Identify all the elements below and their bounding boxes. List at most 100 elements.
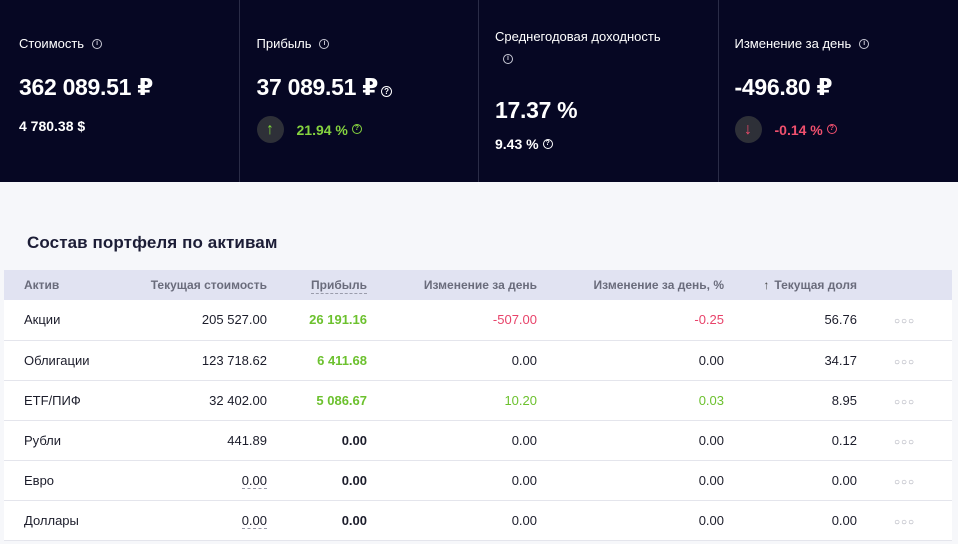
stat-value-annual-yield: 17.37 % [495, 97, 578, 123]
info-icon[interactable]: i [319, 38, 330, 49]
table-row[interactable]: Акции 205 527.00 26 191.16 -507.00 -0.25 56.7… [4, 300, 952, 341]
info-icon[interactable]: i [859, 38, 870, 49]
cell-change-pct: 0.00 [537, 420, 724, 461]
table-row[interactable]: Доллары 0.00 0.00 0.00 0.00 0.00 ○○○ [4, 500, 952, 541]
more-dots-icon[interactable]: ○○○ [893, 356, 916, 368]
cell-value-text: 441.89 [227, 432, 267, 448]
cell-profit-text: 5 086.67 [316, 392, 367, 408]
cell-change-pct-text: 0.03 [698, 392, 724, 408]
cell-change-text: 0.00 [511, 472, 537, 488]
stat-label-text: Среднегодовая доходность [495, 29, 661, 44]
stat-card-day-change: Изменение за день i -496.80 ₽ ↓ -0.14 % … [719, 0, 958, 182]
cell-change-pct-text: 0.00 [698, 352, 724, 368]
stat-value-profit: 37 089.51 ₽ ? [257, 74, 392, 101]
cell-profit: 5 086.67 [267, 380, 367, 421]
cell-profit: 0.00 [267, 460, 367, 501]
table-row[interactable]: Облигации 123 718.62 6 411.68 0.00 0.00 34.17… [4, 340, 952, 381]
stat-label-text: Стоимость [19, 36, 85, 51]
cell-menu: ○○○ [857, 380, 952, 421]
info-icon[interactable]: i [503, 54, 513, 64]
stat-card-profit: Прибыль i 37 089.51 ₽ ? ↑ 21.94 % ? [240, 0, 479, 182]
stat-label-profit: Прибыль i [257, 36, 330, 51]
stat-card-annual-yield: Среднегодовая доходность i 17.37 % 9.43 … [479, 0, 719, 182]
cell-profit-text: 6 411.68 [317, 352, 367, 368]
cell-value: 0.00 [117, 500, 267, 541]
cell-menu: ○○○ [857, 500, 952, 541]
cell-share: 34.17 [724, 340, 857, 381]
stat-sub-text: 21.94 % [296, 121, 348, 138]
cell-asset-text: Рубли [24, 432, 62, 448]
stat-label-text: Изменение за день [734, 36, 852, 51]
cell-share-text: 0.00 [831, 512, 857, 528]
column-header-share[interactable]: ↑ Текущая доля [724, 270, 857, 300]
column-header-change-pct[interactable]: Изменение за день, % [593, 278, 724, 292]
cell-value-text: 0.00 [241, 472, 267, 489]
cell-change: 0.00 [367, 340, 537, 381]
help-icon[interactable]: ? [826, 124, 837, 134]
cell-asset-text: Евро [24, 472, 55, 488]
cell-value: 32 402.00 [117, 380, 267, 421]
cell-change-text: 0.00 [511, 352, 537, 368]
table-row[interactable]: Рубли 441.89 0.00 0.00 0.00 0.12 ○○○ [4, 420, 952, 461]
cell-menu: ○○○ [857, 460, 952, 501]
cell-value: 0.00 [117, 460, 267, 501]
sort-arrow-icon: ↑ [763, 278, 770, 292]
stat-label-value: Стоимость i [19, 36, 103, 51]
more-dots-icon[interactable]: ○○○ [893, 516, 916, 528]
cell-change-pct-text: 0.00 [698, 512, 724, 528]
cell-share-text: 8.95 [831, 392, 857, 408]
more-dots-icon[interactable]: ○○○ [893, 396, 916, 408]
cell-value-text: 123 718.62 [201, 352, 267, 368]
cell-change-text: -507.00 [492, 312, 537, 328]
more-dots-icon[interactable]: ○○○ [893, 476, 916, 488]
help-icon[interactable]: ? [351, 124, 362, 134]
cell-share-text: 56.76 [824, 312, 857, 328]
cell-menu: ○○○ [857, 340, 952, 381]
cell-profit: 26 191.16 [267, 300, 367, 341]
cell-profit-text: 0.00 [341, 432, 367, 448]
table-row[interactable]: Евро 0.00 0.00 0.00 0.00 0.00 ○○○ [4, 460, 952, 501]
table-row[interactable]: ETF/ПИФ 32 402.00 5 086.67 10.20 0.03 8.95 ○○○ [4, 380, 952, 421]
column-header-change[interactable]: Изменение за день [423, 278, 537, 292]
cell-share: 0.00 [724, 460, 857, 501]
cell-asset-text: Облигации [24, 352, 90, 368]
stat-label-annual-yield: Среднегодовая доходность [495, 29, 661, 44]
cell-change-pct-text: -0.25 [694, 312, 724, 328]
stat-sub-usd: 4 780.38 $ [19, 118, 86, 134]
stat-value-day-change: -496.80 ₽ [734, 74, 833, 100]
more-dots-icon[interactable]: ○○○ [893, 316, 916, 328]
column-header-share-label: Текущая доля [774, 278, 857, 292]
cell-change: 0.00 [367, 420, 537, 461]
column-header-value[interactable]: Текущая стоимость [150, 278, 267, 292]
cell-profit: 0.00 [267, 500, 367, 541]
cell-asset: Доллары [4, 500, 117, 541]
help-icon[interactable]: ? [542, 138, 553, 149]
column-header-menu [857, 270, 952, 300]
cell-asset: Акции [4, 300, 117, 341]
cell-share: 0.12 [724, 420, 857, 461]
cell-change-pct: 0.00 [537, 500, 724, 541]
column-header-asset[interactable]: Актив [24, 278, 60, 292]
section-title: Состав портфеля по активам [27, 233, 278, 252]
stat-value-text: 37 089.51 ₽ [256, 74, 379, 100]
cell-asset: Евро [4, 460, 117, 501]
table-header-row: Актив Текущая стоимость Прибыль Изменени… [4, 270, 952, 300]
cell-asset: Облигации [4, 340, 117, 381]
arrow-down-icon: ↓ [734, 116, 762, 143]
cell-share-text: 34.17 [824, 352, 857, 368]
column-header-profit[interactable]: Прибыль [267, 270, 367, 300]
cell-asset: Рубли [4, 420, 117, 461]
more-dots-icon[interactable]: ○○○ [893, 436, 916, 448]
info-icon[interactable]: i [92, 38, 103, 49]
cell-share: 8.95 [724, 380, 857, 421]
stat-label-text: Прибыль [256, 36, 312, 51]
cell-value-text: 32 402.00 [209, 392, 267, 408]
column-header-profit-label: Прибыль [311, 278, 367, 294]
cell-change: 10.20 [367, 380, 537, 421]
cell-change: -507.00 [367, 300, 537, 341]
cell-profit-text: 26 191.16 [309, 312, 367, 328]
arrow-up-icon: ↑ [256, 116, 284, 143]
stat-value-total: 362 089.51 ₽ [19, 74, 153, 100]
help-icon[interactable]: ? [380, 86, 392, 97]
portfolio-assets-table: Актив Текущая стоимость Прибыль Изменени… [4, 270, 952, 541]
